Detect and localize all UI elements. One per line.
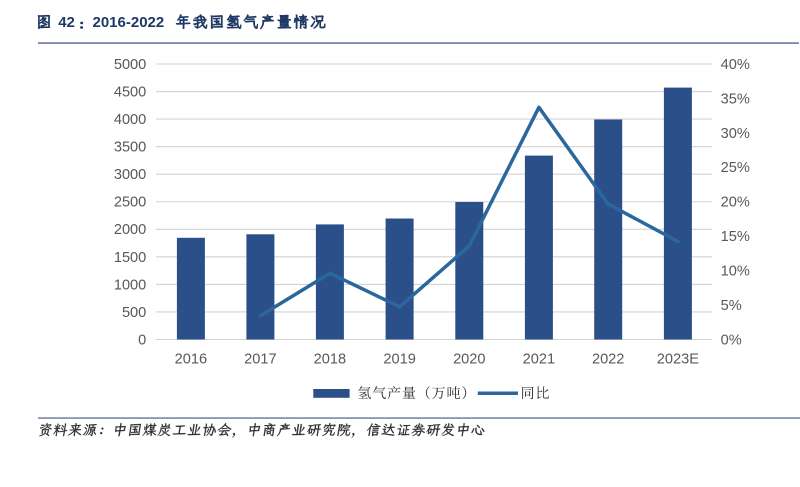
svg-text:2023E: 2023E (657, 351, 699, 367)
svg-text:2017: 2017 (244, 351, 276, 367)
svg-text:4500: 4500 (114, 84, 146, 100)
svg-text:2500: 2500 (114, 195, 146, 211)
svg-text:25%: 25% (721, 160, 750, 176)
svg-text:2022: 2022 (592, 351, 624, 367)
svg-text:2021: 2021 (523, 351, 555, 367)
svg-text:2018: 2018 (314, 351, 346, 367)
svg-text:3500: 3500 (114, 140, 146, 156)
svg-text:2016-2022: 2016-2022 (93, 14, 165, 31)
svg-text:500: 500 (122, 305, 146, 321)
svg-text:2000: 2000 (114, 222, 146, 238)
svg-text:1000: 1000 (114, 277, 146, 293)
svg-text:42: 42 (58, 14, 75, 31)
svg-text:5%: 5% (721, 298, 742, 314)
svg-text:4000: 4000 (114, 112, 146, 128)
svg-text:35%: 35% (721, 91, 750, 107)
svg-text:15%: 15% (721, 229, 750, 245)
svg-text:1500: 1500 (114, 250, 146, 266)
svg-text:3000: 3000 (114, 167, 146, 183)
svg-text:20%: 20% (721, 195, 750, 211)
svg-text:2020: 2020 (453, 351, 485, 367)
svg-text:0%: 0% (721, 332, 742, 348)
svg-text:5000: 5000 (114, 57, 146, 73)
svg-text:30%: 30% (721, 126, 750, 142)
svg-text:2016: 2016 (175, 351, 207, 367)
svg-text:40%: 40% (721, 57, 750, 73)
svg-text:2019: 2019 (383, 351, 415, 367)
svg-text:10%: 10% (721, 264, 750, 280)
svg-text:0: 0 (138, 332, 146, 348)
